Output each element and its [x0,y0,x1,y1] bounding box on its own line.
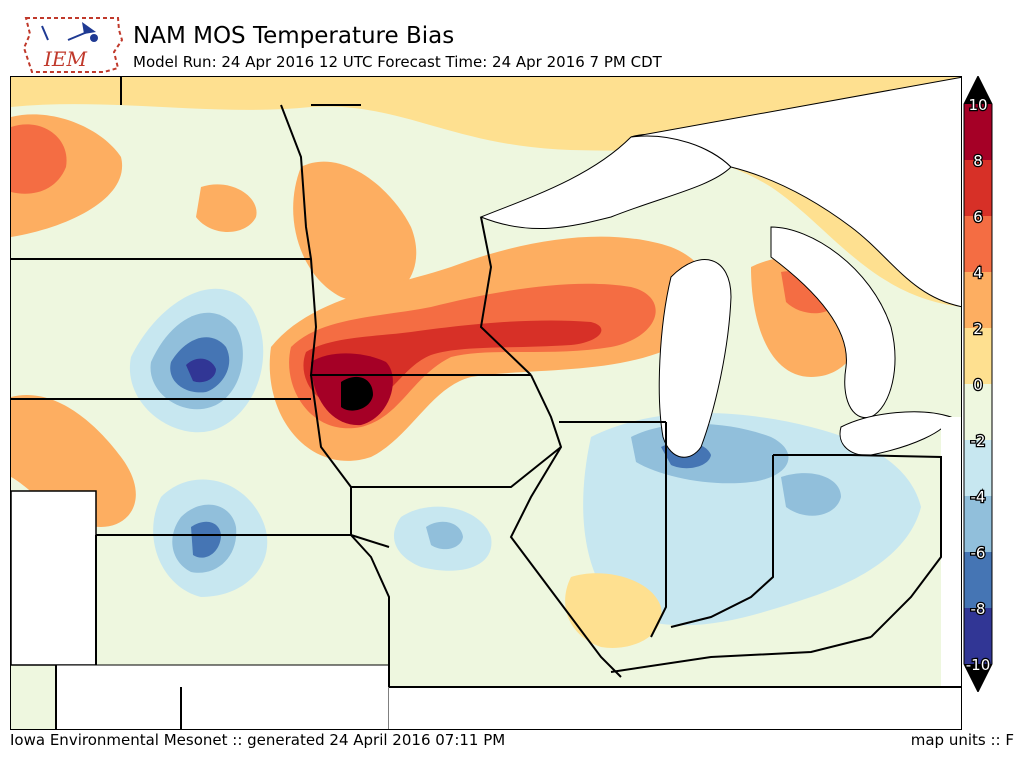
state-borders [11,77,961,729]
colorbar-bin [964,272,992,328]
colorbar-tick-label: 2 [973,320,983,338]
colorbar-tick-label: -6 [971,544,986,562]
map-title: NAM MOS Temperature Bias [133,23,455,49]
colorbar-tick-label: 0 [973,376,983,394]
iem-logo: IEM [22,10,124,78]
no-data-east [941,417,961,687]
colorbar-tick-label: -10 [966,656,991,674]
bias-map [10,76,962,730]
colorbar-tick-label: -2 [971,432,986,450]
colorbar-tick-label: 6 [973,208,983,226]
colorbar-tick-label: 4 [973,264,983,282]
colorbar-bin [964,496,992,552]
contour-2-4-mn [293,161,417,303]
contour-4-6-nd [11,124,67,194]
colorbar-tick-label: 10 [968,96,987,114]
lake-erie [839,411,952,456]
colorbar-outline [963,74,993,694]
colorbar-over-arrow [964,76,992,104]
colorbar-tick-label: -8 [971,600,986,618]
contour-over-10-iowa [341,376,373,411]
colorbar-bin [964,216,992,272]
colorbar-bin [964,552,992,608]
contour-neg4-neg6-mo [426,521,463,550]
no-data-southeast [389,687,961,729]
colorbar-tick-label: 8 [973,152,983,170]
colorbar-tick-label: -4 [971,488,986,506]
colorbar-bin [964,104,992,160]
logo-text: IEM [43,47,88,71]
contour-2-4-ne-warm [196,184,257,232]
footer-units: map units :: F [910,731,1014,749]
canada-region [630,77,961,308]
colorbar-bin [964,440,992,496]
contour-0-2-illinois [565,573,662,648]
colorbar-bin [964,160,992,216]
colorbar: 10 8 6 4 2 0 -2 -4 -6 -8 -10 [962,74,1024,694]
contour-neg8-neg10-sd [186,358,216,383]
no-data-rockies [11,490,97,666]
lake-michigan [658,259,732,458]
no-data-south [55,664,390,729]
contour-neg4-neg6-ohio [781,473,841,516]
colorbar-bin [964,608,992,664]
colorbar-under-arrow [964,664,992,692]
footer-credit: Iowa Environmental Mesonet :: generated … [10,731,506,749]
contour-neg6-neg8-ks [191,521,221,558]
colorbar-bin [964,384,992,440]
colorbar-bin [964,328,992,384]
map-subtitle: Model Run: 24 Apr 2016 12 UTC Forecast T… [133,53,662,71]
